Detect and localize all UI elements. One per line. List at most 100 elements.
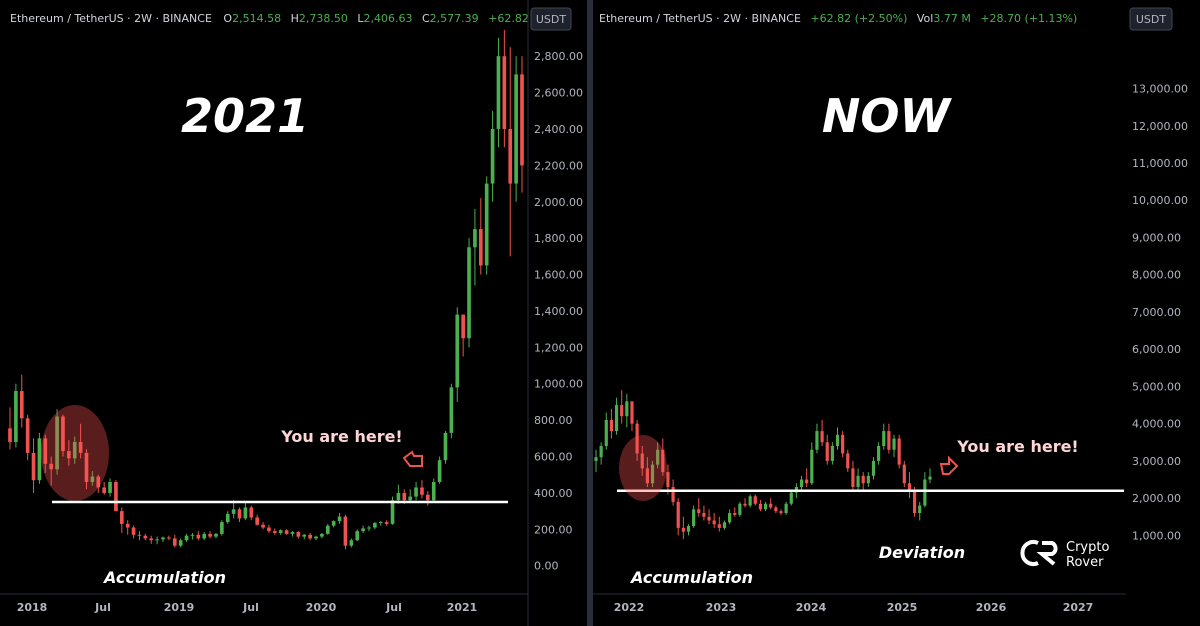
right-candle-body	[748, 496, 752, 506]
right-candle-body	[640, 453, 644, 469]
right-vol-label: Vol	[917, 12, 933, 25]
right-price-tick: 10,000.00	[1132, 194, 1188, 207]
right-chart-panel[interactable]: NOW Accumulation Deviation You are here!…	[593, 0, 1200, 626]
right-candle-body	[871, 460, 876, 476]
right-candle-body	[799, 479, 804, 487]
left-candle-body	[178, 540, 183, 546]
right-price-tick: 9,000.00	[1132, 231, 1181, 244]
right-vol-value: 3.77 M	[933, 12, 970, 25]
left-price-tick: 2,400.00	[534, 123, 583, 136]
left-candle-body	[143, 535, 148, 539]
left-candle-body	[125, 523, 130, 528]
right-time-tick: 2022	[614, 601, 645, 614]
left-candle-body	[14, 391, 18, 442]
right-time-tick: 2025	[887, 601, 918, 614]
right-price-tick: 4,000.00	[1132, 418, 1181, 431]
right-price-tick: 7,000.00	[1132, 306, 1181, 319]
left-candle-body	[237, 509, 242, 519]
right-pointer-hand-icon	[939, 455, 959, 475]
left-candle-body	[308, 534, 312, 539]
right-candlestick-chart[interactable]: NOW Accumulation Deviation You are here!…	[593, 0, 1200, 626]
left-price-tick: 400.00	[534, 487, 573, 500]
right-you-are-here-label: You are here!	[956, 437, 1078, 456]
left-price-tick: 2,600.00	[534, 87, 583, 100]
left-candle-body	[373, 522, 377, 528]
right-candle-body	[856, 475, 860, 487]
left-candle-body	[261, 524, 265, 528]
right-price-tick: 6,000.00	[1132, 343, 1181, 356]
right-candle-body	[810, 449, 814, 484]
right-candle-body	[681, 527, 685, 532]
right-deviation-label: Deviation	[879, 543, 965, 562]
left-candle-body	[408, 496, 413, 501]
left-price-tick: 1,600.00	[534, 269, 583, 282]
left-candle-body	[467, 247, 471, 339]
right-legend[interactable]: Ethereum / TetherUS · 2W · BINANCE +62.8…	[599, 12, 1077, 25]
left-candle-body	[461, 314, 465, 339]
left-candle-body	[267, 527, 271, 532]
right-candles-group	[594, 390, 932, 540]
right-candle-body	[650, 464, 655, 484]
right-candle-body	[625, 401, 629, 417]
left-time-tick: Jul	[385, 601, 402, 614]
brand-line1: Crypto	[1066, 540, 1109, 555]
right-candle-body	[707, 516, 711, 521]
left-legend[interactable]: Ethereum / TetherUS · 2W · BINANCE O2,51…	[10, 12, 581, 25]
right-price-axis: 1,000.00 2,000.00 3,000.00 4,000.00 5,000.00…	[1132, 83, 1188, 543]
left-candle-body	[443, 432, 448, 461]
panel-divider[interactable]	[587, 0, 593, 626]
right-candle-body	[692, 509, 696, 527]
right-time-tick: 2023	[706, 601, 737, 614]
left-price-scale-bg	[528, 0, 587, 600]
right-candle-body	[753, 496, 757, 504]
left-time-axis: 2018 Jul 2019 Jul 2020 Jul 2021	[17, 601, 478, 614]
right-candle-body	[841, 434, 845, 454]
crypto-rover-logo-icon	[1020, 540, 1058, 566]
right-currency-badge[interactable]	[1129, 7, 1173, 31]
right-candle-body	[702, 513, 706, 517]
left-price-tick: 1,400.00	[534, 305, 583, 318]
right-big-title: NOW	[822, 89, 953, 143]
right-candle-body	[779, 511, 783, 514]
left-price-tick: 1,200.00	[534, 341, 583, 354]
left-candle-body	[520, 74, 524, 166]
left-candle-body	[255, 517, 259, 525]
left-time-tick: 2021	[447, 601, 478, 614]
left-price-tick: 2,200.00	[534, 159, 583, 172]
left-candle-body	[108, 482, 112, 493]
left-candle-body	[420, 487, 424, 495]
right-header-bg	[593, 0, 1121, 30]
left-candle-body	[243, 507, 248, 519]
left-candle-body	[190, 534, 195, 536]
left-candle-body	[502, 56, 507, 129]
left-candle-body	[208, 533, 212, 537]
left-candle-body	[161, 537, 165, 540]
right-candle-body	[835, 434, 840, 447]
left-candle-body	[414, 487, 418, 497]
right-candle-body	[661, 449, 665, 473]
right-candle-body	[830, 446, 834, 461]
left-price-tick: 800.00	[534, 414, 573, 427]
left-candle-body	[331, 521, 336, 526]
left-candle-body	[402, 492, 407, 501]
left-candle-body	[296, 532, 301, 537]
left-candlestick-chart[interactable]: 2021 Accumulation You are here! Ethereum…	[0, 0, 587, 626]
right-candle-body	[604, 419, 608, 447]
left-c-label: C	[422, 12, 430, 25]
left-chart-panel[interactable]: 2021 Accumulation You are here! Ethereum…	[0, 0, 587, 626]
left-candle-body	[8, 428, 12, 442]
left-candle-body	[114, 482, 118, 512]
right-candle-body	[907, 483, 912, 491]
left-price-tick: 1,000.00	[534, 378, 583, 391]
left-symbol: Ethereum / TetherUS · 2W · BINANCE	[10, 12, 212, 25]
right-candle-body	[712, 520, 716, 525]
left-candle-body	[284, 530, 289, 534]
left-candle-body	[361, 528, 365, 532]
right-candle-body	[897, 438, 901, 465]
left-currency-badge[interactable]	[530, 7, 572, 31]
right-price-tick: 13,000.00	[1132, 83, 1188, 96]
left-candle-body	[96, 476, 101, 488]
right-candle-body	[815, 431, 819, 450]
left-time-tick: 2018	[17, 601, 48, 614]
left-candle-body	[473, 229, 477, 248]
